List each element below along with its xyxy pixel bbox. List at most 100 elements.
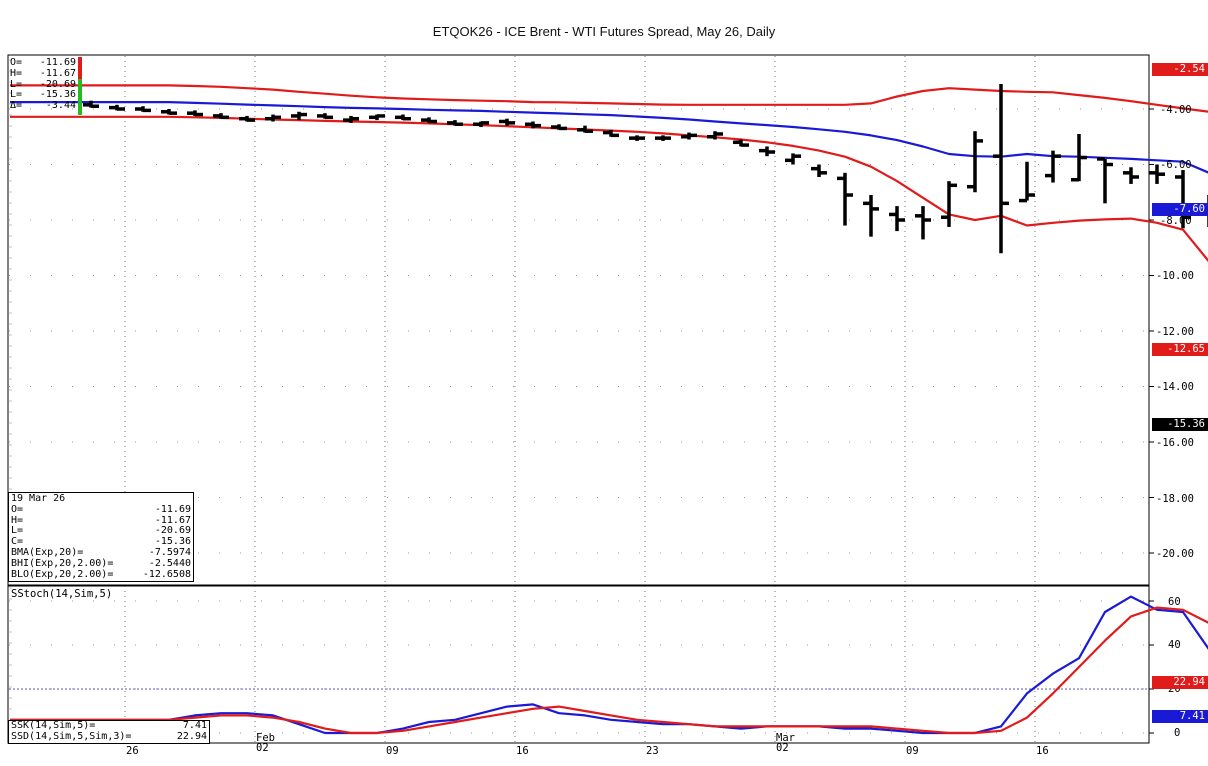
info-row: BLO(Exp,20,2.00)= -12.6508 bbox=[11, 568, 191, 580]
ohlc-bar bbox=[369, 114, 385, 121]
ohlc-bar bbox=[551, 124, 567, 131]
ohlc-summary-row: L= -20.69 bbox=[10, 78, 76, 90]
stoch-axis-label: 0 bbox=[1174, 727, 1181, 739]
ohlc-bar bbox=[447, 120, 463, 127]
series-line-blo bbox=[10, 115, 1208, 263]
ssk-tag: 7.41 bbox=[1152, 710, 1208, 723]
price-axis-label: -16.00 bbox=[1156, 437, 1194, 449]
close-tag: -15.36 bbox=[1152, 418, 1208, 431]
ohlc-bar bbox=[967, 131, 983, 193]
ohlc-summary-row: O= -11.69 bbox=[10, 57, 76, 68]
ohlc-bar bbox=[291, 111, 307, 121]
price-lines bbox=[10, 84, 1208, 263]
ohlc-bar bbox=[915, 206, 931, 240]
ohlc-bar bbox=[395, 114, 411, 121]
ohlc-bar bbox=[1097, 157, 1113, 204]
price-axis-label: -18.00 bbox=[1156, 493, 1194, 505]
price-axis-label: -8.00 bbox=[1160, 215, 1192, 227]
x-label-09b: 09 bbox=[906, 745, 919, 757]
ohlc-bar bbox=[1019, 161, 1035, 203]
ohlc-bar bbox=[681, 132, 697, 140]
price-panel-frame bbox=[7, 54, 1150, 586]
x-label-mar: Mar 02 bbox=[776, 732, 795, 754]
color-scale-green bbox=[78, 79, 82, 115]
x-label-26: 26 bbox=[126, 745, 139, 757]
bma-tag: -7.60 bbox=[1152, 203, 1208, 216]
ohlc-bar bbox=[135, 106, 151, 113]
color-scale-red bbox=[78, 57, 82, 79]
ohlc-bar bbox=[265, 114, 281, 122]
ohlc-bar bbox=[317, 113, 333, 120]
ohlc-bar bbox=[161, 109, 177, 115]
price-axis-label: -6.00 bbox=[1160, 159, 1192, 171]
stoch-info-row: SSD(14,Sim,5,Sim,3)= 22.94 bbox=[11, 730, 207, 742]
ohlc-bar bbox=[577, 125, 593, 133]
ohlc-bar bbox=[707, 131, 723, 140]
info-row: BMA(Exp,20)= -7.5974 bbox=[11, 546, 191, 558]
ohlc-bar bbox=[785, 153, 801, 165]
ohlc-bar bbox=[499, 118, 515, 126]
stoch-axis-label: 40 bbox=[1168, 639, 1181, 651]
ohlc-bar bbox=[1045, 150, 1061, 183]
ohlc-bar bbox=[1175, 170, 1191, 229]
info-row: H= -11.67 bbox=[11, 514, 191, 526]
ohlc-bar bbox=[473, 121, 489, 128]
ohlc-bar bbox=[655, 135, 671, 141]
ohlc-bar bbox=[863, 195, 879, 237]
ohlc-bar bbox=[1149, 164, 1165, 184]
ohlc-bar bbox=[525, 121, 541, 129]
indicator-info-box: 19 Mar 26 O= -11.69 H= -11.67 L= -20.69 C= -… bbox=[8, 492, 194, 583]
ohlc-bar bbox=[993, 84, 1009, 254]
ohlc-bar bbox=[83, 100, 99, 108]
price-axis-label: -12.00 bbox=[1156, 326, 1194, 338]
ohlc-summary-row: L= -15.36 bbox=[10, 89, 76, 101]
ohlc-bar bbox=[811, 164, 827, 177]
ohlc-bar bbox=[187, 110, 203, 117]
ohlc-bar bbox=[343, 115, 359, 123]
blo-tag: -12.65 bbox=[1152, 343, 1208, 356]
ohlc-bar bbox=[733, 139, 749, 147]
x-label-23: 23 bbox=[646, 745, 659, 757]
ohlc-bar bbox=[603, 129, 619, 138]
ohlc-bar bbox=[629, 135, 645, 141]
series-line-bhi bbox=[10, 84, 1208, 113]
ohlc-bar bbox=[239, 115, 255, 122]
series-line-bma bbox=[10, 100, 1208, 174]
info-row: BHI(Exp,20,2.00)= -2.5440 bbox=[11, 557, 191, 569]
stoch-line-ssk bbox=[10, 595, 1208, 735]
x-label-09: 09 bbox=[386, 745, 399, 757]
grid bbox=[8, 56, 1154, 742]
info-row: O= -11.69 bbox=[11, 503, 191, 515]
stoch-lines bbox=[10, 595, 1208, 735]
bhi-tag: -2.54 bbox=[1152, 63, 1208, 76]
price-bars bbox=[83, 84, 1208, 254]
ohlc-bar bbox=[889, 206, 905, 232]
stoch-info-row: SSK(14,Sim,5)= 7.41 bbox=[11, 720, 207, 731]
info-date: 19 Mar 26 bbox=[11, 493, 66, 504]
x-label-16: 16 bbox=[516, 745, 529, 757]
stoch-title: SStoch(14,Sim,5) bbox=[11, 588, 113, 600]
stoch-info-box: SSK(14,Sim,5)= 7.41 SSD(14,Sim,5,Sim,3)= 2… bbox=[8, 720, 210, 744]
ohlc-bar bbox=[1071, 133, 1087, 182]
page-title: ETQOK26 - ICE Brent - WTI Futures Spread… bbox=[432, 24, 776, 39]
ohlc-bar bbox=[837, 172, 853, 226]
info-row: C= -15.36 bbox=[11, 536, 191, 548]
price-axis-label: -4.00 bbox=[1160, 104, 1192, 116]
x-label-16b: 16 bbox=[1036, 745, 1049, 757]
price-axis-label: -14.00 bbox=[1156, 381, 1194, 393]
stoch-line-ssd bbox=[10, 606, 1208, 735]
price-axis-label: -20.00 bbox=[1156, 548, 1194, 560]
ohlc-bar bbox=[421, 117, 437, 124]
ohlc-bar bbox=[1123, 167, 1139, 184]
ohlc-bar bbox=[941, 181, 957, 227]
ohlc-bar bbox=[759, 146, 775, 157]
ohlc-summary-box: O= -11.69 H= -11.67 L= -20.69 L= -15.36 Δ= -3… bbox=[8, 57, 78, 113]
x-label-feb: Feb 02 bbox=[256, 732, 275, 754]
ohlc-summary-row: Δ= -3.44 bbox=[10, 100, 76, 112]
price-axis-label: -10.00 bbox=[1156, 270, 1194, 282]
ohlc-summary-row: H= -11.67 bbox=[10, 67, 76, 79]
ohlc-bar bbox=[213, 113, 229, 120]
info-row: L= -20.69 bbox=[11, 525, 191, 537]
ssd-tag: 22.94 bbox=[1152, 676, 1208, 689]
